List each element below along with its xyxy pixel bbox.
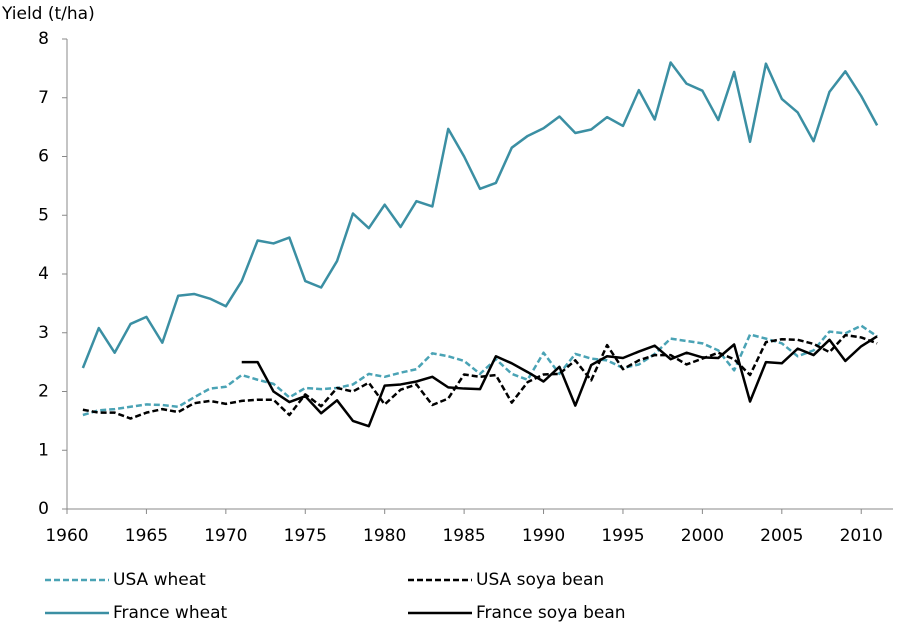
- y-tick-label: 0: [38, 499, 49, 519]
- x-tick-label: 2010: [840, 526, 883, 546]
- x-tick-label: 1975: [284, 526, 327, 546]
- x-tick-label: 2000: [681, 526, 724, 546]
- legend-label: USA soya bean: [476, 570, 604, 590]
- x-tick-label: 1980: [363, 526, 406, 546]
- legend-label: USA wheat: [113, 570, 206, 590]
- x-tick-label: 1965: [125, 526, 168, 546]
- x-tick-label: 1990: [522, 526, 565, 546]
- y-tick-label: 4: [38, 264, 49, 284]
- y-tick-label: 3: [38, 323, 49, 343]
- y-tick-label: 2: [38, 382, 49, 402]
- x-tick-label: 2005: [760, 526, 803, 546]
- x-tick-label: 1995: [601, 526, 644, 546]
- y-axis-label: Yield (t/ha): [1, 4, 95, 24]
- series-line: [82, 333, 878, 420]
- y-tick-label: 5: [38, 205, 49, 225]
- y-tick-label: 7: [38, 88, 49, 108]
- y-tick-label: 8: [38, 29, 49, 49]
- x-tick-label: 1985: [442, 526, 485, 546]
- series-line: [81, 61, 879, 369]
- series-line: [241, 335, 878, 428]
- y-tick-label: 1: [38, 440, 49, 460]
- series-line: [82, 324, 878, 417]
- legend-label: France soya bean: [476, 603, 626, 623]
- y-tick-label: 6: [38, 147, 49, 167]
- x-tick-label: 1970: [204, 526, 247, 546]
- legend-label: France wheat: [113, 603, 227, 623]
- x-tick-label: 1960: [45, 526, 88, 546]
